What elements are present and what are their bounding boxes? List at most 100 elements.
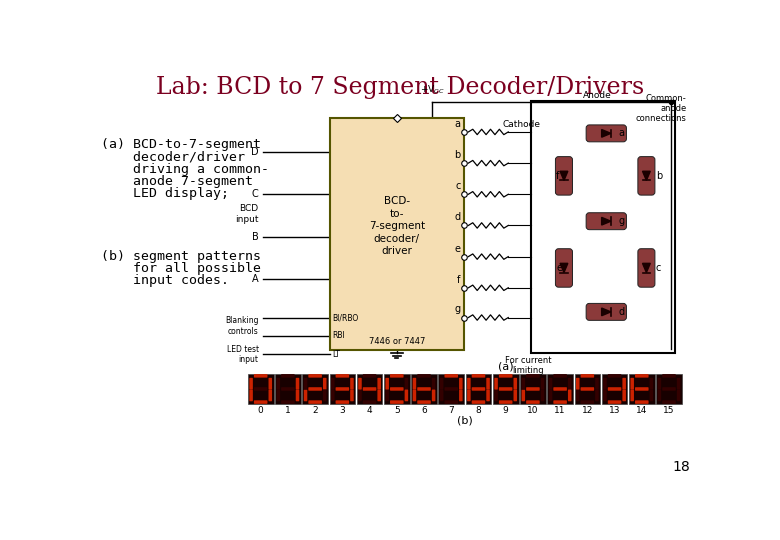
Text: e: e (455, 244, 460, 254)
FancyBboxPatch shape (303, 378, 307, 389)
FancyBboxPatch shape (568, 389, 572, 401)
FancyBboxPatch shape (595, 378, 599, 389)
FancyBboxPatch shape (331, 378, 335, 389)
Text: C: C (252, 190, 259, 199)
Text: b: b (656, 171, 662, 181)
FancyBboxPatch shape (658, 389, 661, 401)
FancyBboxPatch shape (413, 378, 417, 389)
FancyBboxPatch shape (277, 389, 280, 401)
Text: 13: 13 (609, 406, 620, 415)
FancyBboxPatch shape (630, 389, 634, 401)
Text: 10: 10 (527, 406, 539, 415)
FancyBboxPatch shape (335, 400, 349, 404)
Polygon shape (560, 264, 568, 273)
Text: Lab: BCD to 7 Segment Decoder/Drivers: Lab: BCD to 7 Segment Decoder/Drivers (156, 76, 644, 99)
FancyBboxPatch shape (658, 378, 661, 389)
FancyBboxPatch shape (526, 374, 540, 377)
Text: a: a (455, 119, 460, 129)
Text: f: f (556, 171, 559, 181)
FancyBboxPatch shape (417, 387, 431, 391)
FancyBboxPatch shape (308, 387, 322, 391)
Text: g: g (455, 305, 460, 314)
Bar (330, 118, 463, 350)
FancyBboxPatch shape (549, 389, 552, 401)
FancyBboxPatch shape (677, 378, 680, 389)
FancyBboxPatch shape (417, 374, 431, 377)
FancyBboxPatch shape (568, 378, 572, 389)
FancyBboxPatch shape (522, 389, 525, 401)
Bar (438, 374, 464, 403)
Bar (656, 374, 682, 403)
Text: 6: 6 (421, 406, 427, 415)
FancyBboxPatch shape (459, 389, 463, 401)
FancyBboxPatch shape (662, 374, 675, 377)
FancyBboxPatch shape (363, 387, 377, 391)
FancyBboxPatch shape (277, 378, 280, 389)
Bar (548, 374, 573, 403)
Text: 5: 5 (394, 406, 399, 415)
FancyBboxPatch shape (608, 374, 622, 377)
Text: 18: 18 (672, 461, 690, 475)
FancyBboxPatch shape (467, 389, 470, 401)
FancyBboxPatch shape (650, 389, 653, 401)
Text: LED display;: LED display; (101, 187, 229, 200)
FancyBboxPatch shape (603, 389, 607, 401)
Bar (629, 374, 654, 403)
Text: (b): (b) (457, 415, 473, 425)
FancyBboxPatch shape (363, 374, 377, 377)
FancyBboxPatch shape (586, 213, 626, 230)
Text: For current
limiting: For current limiting (505, 356, 551, 375)
Text: D: D (251, 147, 259, 157)
FancyBboxPatch shape (417, 400, 431, 404)
Bar (356, 374, 382, 403)
FancyBboxPatch shape (385, 378, 389, 389)
Text: 8: 8 (476, 406, 481, 415)
Text: b: b (454, 150, 460, 160)
Text: 7: 7 (448, 406, 454, 415)
Text: 15: 15 (663, 406, 675, 415)
FancyBboxPatch shape (308, 400, 322, 404)
FancyBboxPatch shape (378, 378, 381, 389)
FancyBboxPatch shape (662, 400, 675, 404)
FancyBboxPatch shape (586, 303, 626, 320)
Bar (329, 374, 355, 403)
Text: for all possible: for all possible (101, 262, 261, 275)
Polygon shape (601, 130, 611, 137)
Bar (384, 374, 410, 403)
Text: BCD-
to-
7-segment
decoder/
driver: BCD- to- 7-segment decoder/ driver (369, 197, 425, 256)
FancyBboxPatch shape (445, 374, 458, 377)
FancyBboxPatch shape (555, 157, 573, 195)
FancyBboxPatch shape (350, 389, 353, 401)
Text: Cathode: Cathode (502, 120, 541, 129)
Polygon shape (643, 264, 651, 273)
FancyBboxPatch shape (254, 374, 268, 377)
FancyBboxPatch shape (296, 389, 300, 401)
FancyBboxPatch shape (472, 400, 485, 404)
FancyBboxPatch shape (390, 400, 403, 404)
FancyBboxPatch shape (281, 374, 295, 377)
Polygon shape (560, 171, 568, 180)
Text: driving a common-: driving a common- (101, 163, 269, 176)
FancyBboxPatch shape (358, 378, 362, 389)
FancyBboxPatch shape (522, 378, 525, 389)
FancyBboxPatch shape (358, 389, 362, 401)
Text: (a) BCD-to-7-segment: (a) BCD-to-7-segment (101, 138, 261, 151)
FancyBboxPatch shape (553, 400, 567, 404)
FancyBboxPatch shape (622, 389, 626, 401)
Text: (b) segment patterns: (b) segment patterns (101, 249, 261, 262)
FancyBboxPatch shape (303, 389, 307, 401)
FancyBboxPatch shape (635, 387, 648, 391)
FancyBboxPatch shape (363, 400, 377, 404)
FancyBboxPatch shape (472, 387, 485, 391)
FancyBboxPatch shape (335, 374, 349, 377)
Text: 0: 0 (258, 406, 264, 415)
Text: (a): (a) (498, 361, 514, 372)
FancyBboxPatch shape (580, 374, 594, 377)
FancyBboxPatch shape (526, 400, 540, 404)
Text: LT: LT (332, 350, 340, 359)
FancyBboxPatch shape (576, 389, 580, 401)
FancyBboxPatch shape (499, 374, 512, 377)
FancyBboxPatch shape (541, 378, 544, 389)
FancyBboxPatch shape (445, 387, 458, 391)
FancyBboxPatch shape (281, 400, 295, 404)
